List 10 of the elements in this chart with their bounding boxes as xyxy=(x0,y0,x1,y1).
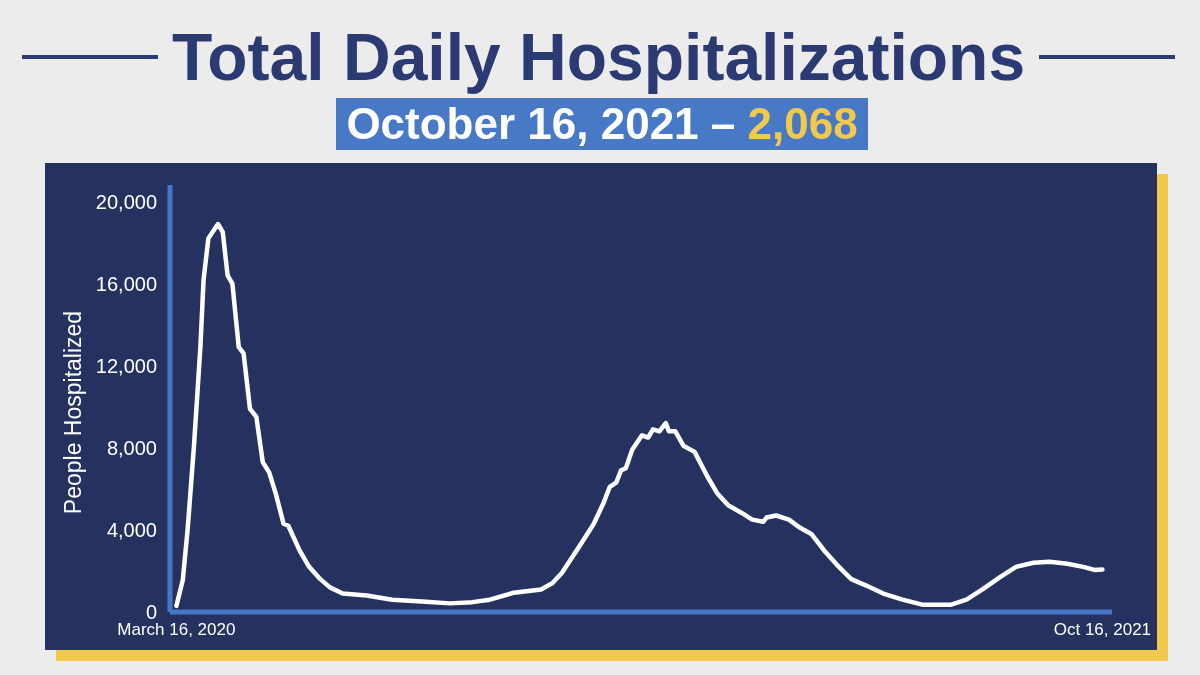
y-tick-label: 20,000 xyxy=(95,190,157,213)
chart-title: Total Daily Hospitalizations xyxy=(171,20,1026,94)
y-tick-label: 4,000 xyxy=(106,518,157,541)
y-tick-label: 16,000 xyxy=(95,272,157,295)
y-axis-title: People Hospitalized xyxy=(60,310,86,515)
y-tick-label: 12,000 xyxy=(95,354,157,377)
chart-subtitle: October 16, 2021 – 2,068 xyxy=(346,99,858,148)
y-tick-label: 8,000 xyxy=(106,436,157,459)
line-series xyxy=(174,221,1105,609)
x-tick-label: Oct 16, 2021 xyxy=(1053,620,1152,640)
